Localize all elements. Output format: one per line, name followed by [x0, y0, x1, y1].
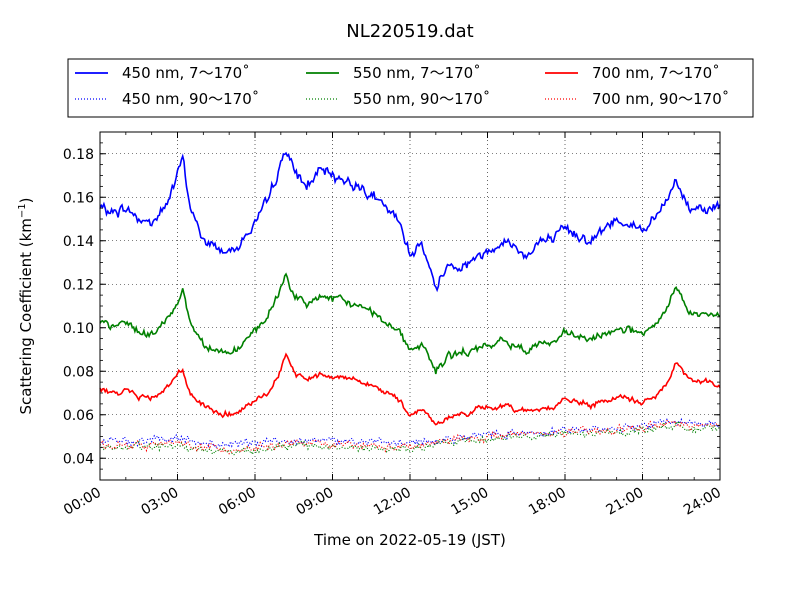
y-tick-label: 0.04 — [63, 451, 94, 467]
y-tick-label: 0.14 — [63, 234, 94, 250]
y-tick-label: 0.18 — [63, 147, 94, 163]
legend-label: 700 nm, 90～170˚ — [592, 90, 729, 108]
grid-lines — [99, 132, 721, 480]
y-axis-label-close: ) — [17, 197, 35, 203]
legend: 450 nm, 7～170˚ 550 nm, 7～170˚ 700 nm, 7～17… — [67, 58, 754, 118]
y-tick-label: 0.08 — [63, 364, 94, 380]
axis-ticks — [99, 131, 721, 481]
y-axis-label-main: Scattering Coefficient (km — [17, 218, 35, 414]
y-tick-label: 0.10 — [63, 321, 94, 337]
series-line — [99, 151, 721, 293]
legend-label: 700 nm, 7～170˚ — [592, 64, 720, 82]
legend-label: 550 nm, 7～170˚ — [353, 64, 481, 82]
series-lines — [99, 151, 721, 457]
y-tick-label: 0.12 — [63, 277, 94, 293]
x-axis-label: Time on 2022-05-19 (JST) — [313, 531, 506, 549]
series-line — [99, 419, 721, 455]
legend-label: 450 nm, 90～170˚ — [122, 90, 259, 108]
chart-title: NL220519.dat — [346, 21, 473, 42]
legend-entries: 450 nm, 7～170˚ 550 nm, 7～170˚ 700 nm, 7～17… — [75, 64, 729, 108]
series-line — [99, 417, 721, 449]
y-axis-label: Scattering Coefficient (km−1) — [17, 197, 35, 414]
series-line — [99, 419, 721, 457]
y-tick-labels: 0.04 0.06 0.08 0.10 0.12 0.14 0.16 0.18 — [63, 147, 94, 468]
legend-frame — [67, 58, 754, 118]
series-line — [99, 272, 721, 375]
legend-label: 550 nm, 90～170˚ — [353, 90, 490, 108]
series-line — [99, 352, 721, 426]
legend-label: 450 nm, 7～170˚ — [122, 64, 250, 82]
y-tick-label: 0.06 — [63, 408, 94, 424]
y-tick-label: 0.16 — [63, 190, 94, 206]
y-axis-label-superscript: −1 — [17, 203, 28, 218]
